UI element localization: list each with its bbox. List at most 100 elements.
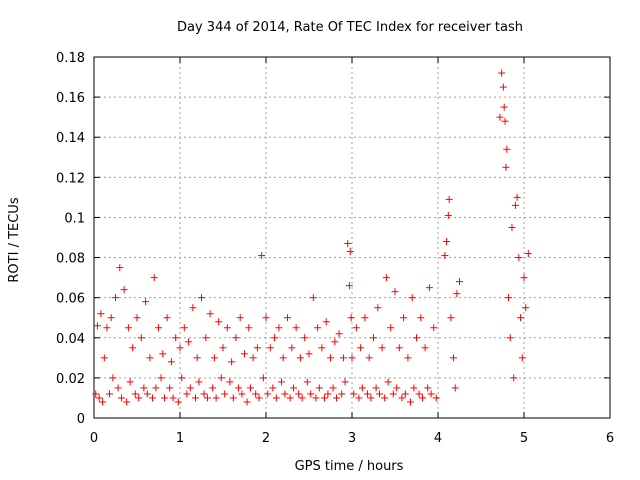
data-point (100, 354, 108, 362)
y-tick-label: 0.08 (56, 252, 85, 267)
data-point (109, 374, 117, 382)
data-point (247, 384, 255, 392)
data-point (226, 378, 234, 386)
data-point (401, 390, 409, 398)
data-point (176, 344, 184, 352)
data-point (425, 284, 433, 292)
data-point (447, 314, 455, 322)
data-point (518, 354, 526, 362)
data-point (500, 103, 508, 111)
data-point (159, 350, 167, 358)
y-tick-label: 0 (77, 412, 85, 427)
data-point (204, 394, 212, 402)
data-point (449, 354, 457, 362)
data-point (93, 322, 101, 330)
data-point (520, 274, 528, 282)
data-point (318, 344, 326, 352)
data-point (524, 250, 532, 258)
data-point (161, 394, 169, 402)
data-point (381, 394, 389, 402)
data-point (295, 390, 303, 398)
data-point (335, 330, 343, 338)
data-point (376, 390, 384, 398)
data-point (212, 394, 220, 402)
data-point (352, 324, 360, 332)
data-point (284, 314, 291, 322)
data-point (424, 384, 432, 392)
data-point (453, 290, 461, 298)
data-point (129, 344, 137, 352)
data-point (232, 334, 240, 342)
data-point (441, 252, 449, 260)
data-point (223, 324, 231, 332)
data-point (522, 304, 530, 312)
data-point (166, 384, 174, 392)
data-point (391, 288, 399, 296)
data-point (347, 314, 355, 322)
data-point (395, 344, 403, 352)
data-point (499, 83, 507, 91)
data-point (198, 294, 205, 302)
data-point (252, 390, 260, 398)
x-tick-label: 0 (90, 431, 98, 446)
data-point (219, 344, 227, 352)
data-point (503, 145, 511, 153)
data-point (406, 398, 414, 406)
data-point (279, 354, 287, 362)
data-point (157, 374, 165, 382)
data-point (378, 344, 386, 352)
data-point (498, 69, 506, 77)
data-point (506, 334, 514, 342)
data-point (174, 398, 182, 406)
data-point (140, 384, 148, 392)
data-point (264, 390, 272, 398)
data-point (322, 318, 330, 326)
data-point (210, 354, 218, 362)
data-point (200, 390, 208, 398)
data-point (389, 390, 397, 398)
data-point (124, 324, 132, 332)
data-point (107, 314, 115, 322)
data-point (137, 334, 145, 342)
data-point (372, 384, 380, 392)
data-point (421, 344, 429, 352)
data-point (312, 394, 320, 402)
data-point (148, 394, 156, 402)
data-point (172, 334, 180, 342)
data-point (288, 344, 296, 352)
x-tick-label: 2 (262, 431, 270, 446)
data-point (451, 384, 459, 392)
data-point (515, 254, 523, 262)
data-point (245, 324, 253, 332)
data-point (150, 274, 158, 282)
data-point (513, 193, 521, 201)
data-point (290, 384, 298, 392)
data-point (292, 324, 300, 332)
data-point (410, 384, 418, 392)
data-point (206, 310, 214, 318)
data-point (116, 264, 124, 272)
data-point (419, 394, 427, 402)
data-point (413, 334, 420, 342)
data-point (309, 294, 317, 302)
data-point (510, 374, 518, 382)
data-point (417, 314, 425, 322)
x-axis-label: GPS time / hours (295, 459, 404, 474)
data-point (327, 354, 334, 362)
data-point (209, 384, 217, 392)
data-point (501, 117, 509, 125)
data-point (167, 358, 175, 366)
data-point (427, 390, 435, 398)
data-point (262, 314, 270, 322)
data-point (255, 394, 263, 402)
data-point (126, 378, 134, 386)
data-point (350, 390, 358, 398)
data-point (277, 378, 285, 386)
x-tick-label: 6 (606, 431, 614, 446)
data-point (266, 344, 274, 352)
data-point (361, 314, 369, 322)
data-point (314, 324, 322, 332)
data-point (382, 274, 390, 282)
axis-ticks: 0 1 2 3 4 5 6 0 0.02 0.04 0.06 0.08 0.1 0.12 0.14 0.16 0… (56, 51, 614, 446)
data-point (215, 318, 223, 326)
